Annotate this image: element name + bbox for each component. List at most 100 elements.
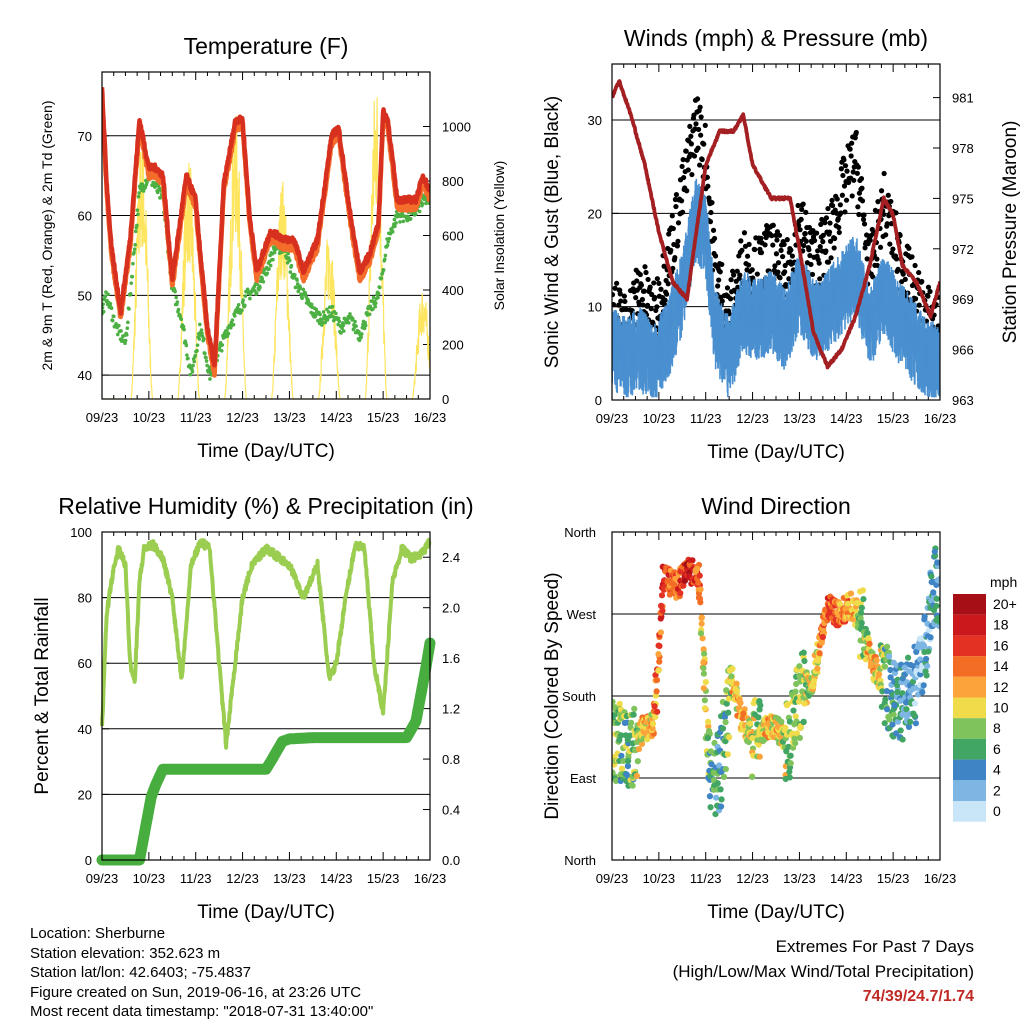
gust-point xyxy=(702,122,708,128)
gust-point xyxy=(681,174,687,181)
gust-point xyxy=(808,261,814,268)
gust-point xyxy=(707,219,714,225)
gust-point xyxy=(807,252,813,259)
gust-point xyxy=(838,166,844,172)
dewpoint-point xyxy=(181,324,186,329)
dewpoint-point xyxy=(137,191,141,195)
dewpoint-point xyxy=(207,365,212,369)
gust-point xyxy=(925,293,931,299)
dewpoint-point xyxy=(325,307,329,312)
gust-point xyxy=(798,216,804,222)
gust-point xyxy=(687,123,693,129)
x-tick-label: 14/23 xyxy=(830,411,863,426)
gust-point xyxy=(645,276,651,283)
gust-point xyxy=(684,188,690,194)
dewpoint-point xyxy=(145,180,149,185)
direction-point xyxy=(787,752,794,759)
gust-point xyxy=(916,269,922,276)
dewpoint-point xyxy=(208,377,212,381)
gust-point xyxy=(639,296,646,303)
chart-panel-3: Relative Humidity (%) & Precipitation (i… xyxy=(32,493,474,923)
direction-point xyxy=(725,709,732,716)
dewpoint-point xyxy=(268,263,273,268)
x-tick-label: 12/23 xyxy=(226,871,259,886)
chart-panel-1: Temperature (F) Time (Day/UTC) 2m & 9m T (… xyxy=(39,33,507,462)
series-solar-insolation xyxy=(102,97,430,399)
gust-point xyxy=(853,129,859,136)
dewpoint-point xyxy=(198,322,202,327)
x-tick-label: 11/23 xyxy=(180,410,212,425)
gust-point xyxy=(727,296,734,302)
legend-swatch xyxy=(953,614,986,636)
dewpoint-point xyxy=(289,263,294,268)
x-axis-label: Time (Day/UTC) xyxy=(197,441,335,462)
direction-point xyxy=(649,720,657,727)
dewpoint-point xyxy=(301,287,306,292)
gust-point xyxy=(773,251,780,257)
gust-point xyxy=(902,276,908,282)
direction-point xyxy=(931,548,938,555)
x-axis-label: Time (Day/UTC) xyxy=(707,902,845,923)
dewpoint-point xyxy=(398,220,402,224)
gust-point xyxy=(739,247,745,253)
dewpoint-point xyxy=(373,304,378,309)
x-tick-label: 12/23 xyxy=(736,411,769,426)
direction-point xyxy=(707,804,714,811)
gust-point xyxy=(689,171,695,178)
gust-point xyxy=(797,227,803,233)
y-tick-label-right: 2.4 xyxy=(442,550,460,565)
direction-point xyxy=(920,682,927,689)
direction-point xyxy=(700,665,707,672)
dewpoint-point xyxy=(143,185,148,190)
gust-point xyxy=(749,267,755,273)
x-tick-label: 16/23 xyxy=(924,871,957,886)
legend-swatch xyxy=(953,697,986,719)
gust-point xyxy=(806,224,813,231)
dewpoint-point xyxy=(386,240,391,244)
gust-point xyxy=(849,193,855,199)
gust-point xyxy=(654,304,660,310)
y-tick-label: 20 xyxy=(588,206,602,221)
y-tick-label: North xyxy=(564,853,596,868)
direction-point xyxy=(881,663,889,670)
gust-point xyxy=(809,271,816,278)
dewpoint-point xyxy=(133,229,138,234)
chart-title: Winds (mph) & Pressure (mb) xyxy=(624,25,928,51)
gust-point xyxy=(668,247,674,253)
gust-point xyxy=(691,153,698,159)
direction-point xyxy=(873,657,880,664)
y-axis-label: Percent & Total Rainfall xyxy=(32,597,53,794)
direction-point xyxy=(720,773,728,781)
gust-point xyxy=(673,191,680,198)
y-tick-label: East xyxy=(570,771,596,786)
legend-swatch xyxy=(953,635,986,657)
legend-label: 16 xyxy=(993,637,1009,653)
direction-point xyxy=(680,582,687,589)
gust-point xyxy=(829,197,835,203)
gust-point xyxy=(893,256,900,262)
gust-point xyxy=(654,276,660,282)
x-tick-label: 09/23 xyxy=(86,410,119,425)
dewpoint-point xyxy=(219,348,224,353)
dewpoint-point xyxy=(112,314,116,319)
gust-point xyxy=(927,288,933,295)
gust-point xyxy=(738,238,744,244)
gust-point xyxy=(775,269,781,275)
x-tick-label: 11/23 xyxy=(180,871,212,886)
data-timestamp: Most recent data timestamp: "2018-07-31 … xyxy=(30,1003,374,1020)
direction-point xyxy=(899,736,906,743)
direction-point xyxy=(701,705,709,712)
gust-point xyxy=(854,170,860,176)
dewpoint-point xyxy=(417,209,422,214)
x-tick-label: 11/23 xyxy=(690,411,722,426)
gust-point xyxy=(855,164,861,170)
dewpoint-point xyxy=(236,303,241,307)
gust-point xyxy=(778,247,784,253)
direction-point xyxy=(724,751,731,758)
gust-point xyxy=(838,210,844,216)
y-tick-label-right: 1000 xyxy=(442,120,471,135)
dewpoint-point xyxy=(379,276,384,280)
direction-point xyxy=(725,695,733,702)
gust-point xyxy=(906,245,912,251)
rh-plot-area xyxy=(96,537,436,866)
